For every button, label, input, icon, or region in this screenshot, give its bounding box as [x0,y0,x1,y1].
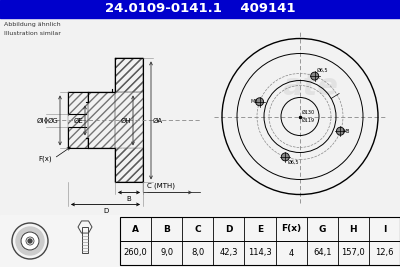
Text: F(x): F(x) [38,155,52,162]
Text: B: B [127,197,131,202]
Bar [88,92,115,148]
Bar [68,92,88,148]
Bar [82,227,88,253]
Text: M8: M8 [342,129,350,134]
Text: A: A [132,225,139,234]
Text: D: D [225,225,233,234]
Text: 42,3: 42,3 [220,249,238,257]
Text: 24.0109-0141.1    409141: 24.0109-0141.1 409141 [105,2,295,15]
Circle shape [311,72,319,80]
Text: D: D [103,209,108,214]
Text: E: E [257,225,263,234]
Text: 260,0: 260,0 [124,249,148,257]
Text: I: I [383,225,386,234]
Text: Ø130: Ø130 [302,110,315,115]
Text: ØI: ØI [37,117,44,123]
Circle shape [256,98,264,106]
Text: 114,3: 114,3 [248,249,272,257]
Text: Abbildung ähnlich: Abbildung ähnlich [4,22,61,27]
Bar [120,217,400,265]
Text: ØH: ØH [120,117,131,123]
Bar [115,58,143,92]
Text: ØG: ØG [47,117,58,123]
Bar [115,148,143,182]
Text: 9,0: 9,0 [160,249,173,257]
Text: ØE: ØE [73,117,83,123]
Circle shape [281,153,289,161]
Text: F(x): F(x) [281,225,301,234]
Text: 12,6: 12,6 [375,249,394,257]
Text: Ø6,5: Ø6,5 [287,160,299,165]
Text: ate: ate [282,72,338,101]
Text: Ø6,5: Ø6,5 [317,68,328,73]
Text: 157,0: 157,0 [342,249,365,257]
Bar [0,215,400,267]
Text: B: B [163,225,170,234]
Text: Ø119: Ø119 [302,118,315,123]
Circle shape [28,239,32,243]
Circle shape [21,232,39,250]
Circle shape [336,127,344,135]
Bar [0,18,400,215]
Circle shape [16,227,44,255]
Text: G: G [318,225,326,234]
Text: 64,1: 64,1 [313,249,332,257]
Text: H: H [350,225,357,234]
Text: 8,0: 8,0 [191,249,204,257]
Text: Illustration similar: Illustration similar [4,31,61,36]
Bar [115,58,143,182]
Text: C (MTH): C (MTH) [147,183,175,190]
Text: C: C [194,225,201,234]
Text: M8: M8 [250,99,258,104]
Text: 4: 4 [288,249,294,257]
Bar [0,0,400,18]
Text: ØA: ØA [153,117,163,123]
